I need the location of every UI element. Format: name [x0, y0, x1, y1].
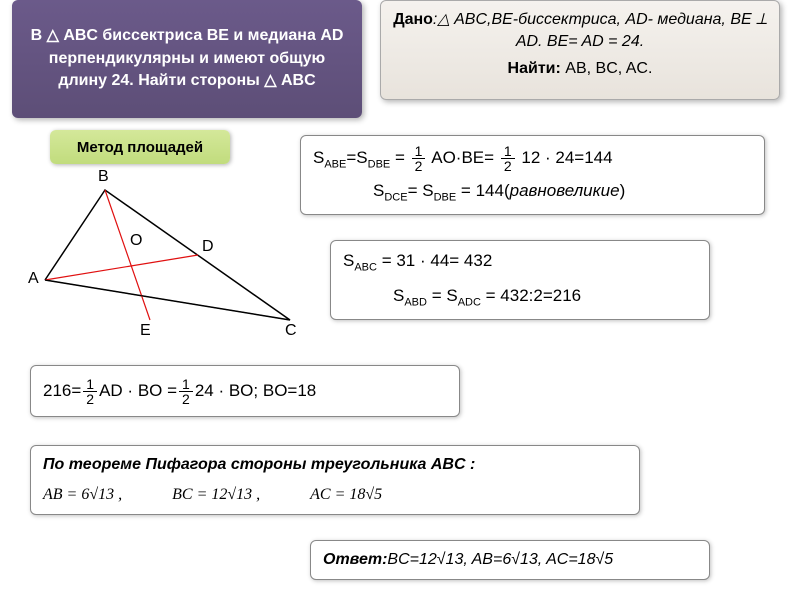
t: 2: [179, 392, 193, 406]
label-o: O: [130, 232, 142, 250]
t: S: [343, 251, 354, 270]
t: S: [313, 148, 324, 167]
t: = S: [427, 286, 458, 305]
t: 1: [412, 144, 426, 159]
fraction-half-3: 12: [83, 377, 97, 406]
t: DBE: [368, 158, 391, 170]
t: =: [390, 148, 405, 167]
method-box: Метод площадей: [50, 130, 230, 164]
given-line2: Найти: AB, BC, AC.: [393, 58, 767, 80]
t: DBE: [434, 191, 457, 203]
fraction-half-4: 12: [179, 377, 193, 406]
problem-text: В △ ABC биссектриса BE и медиана AD перп…: [24, 25, 350, 92]
given-text1: :△ ABC,BE-биссектриса, AD- медиана, BE ⟂…: [433, 11, 767, 50]
pythagoras-title: По теореме Пифагора стороны треугольника…: [43, 454, 627, 476]
bisector-be: [105, 190, 150, 320]
t: ABD: [404, 296, 427, 308]
t: = 31 · 44= 432: [377, 251, 492, 270]
given-label: Дано: [393, 11, 433, 28]
label-b: B: [98, 168, 109, 186]
t: = 432:2=216: [481, 286, 581, 305]
label-e: E: [140, 322, 151, 340]
calc-box-2: SABC = 31 · 44= 432 SABD = SADC = 432:2=…: [330, 240, 710, 320]
t: 1: [179, 377, 193, 392]
answer-box: Ответ: BC=12√13, AB=6√13, AC=18√5: [310, 540, 710, 580]
side-ac-ext: [45, 280, 290, 320]
median-ad: [45, 255, 198, 280]
answer-text: BC=12√13, AB=6√13, AC=18√5: [387, 549, 613, 571]
triangle-diagram: A B C D E O: [20, 170, 310, 350]
calc-box-4: По теореме Пифагора стороны треугольника…: [30, 445, 640, 515]
t: 2: [83, 392, 97, 406]
eq-ac: AC = 18√5: [310, 484, 382, 506]
t: AD · BO =: [99, 379, 177, 403]
label-c: C: [285, 322, 297, 340]
t: 1: [83, 377, 97, 392]
find-text: AB, BC, AC.: [561, 60, 653, 77]
calc1-line2: SDCE= SDBE = 144(равновеликие): [313, 179, 752, 206]
t: = S: [408, 181, 434, 200]
given-box: Дано:△ ABC,BE-биссектриса, AD- медиана, …: [380, 0, 780, 100]
t: ABE: [324, 158, 346, 170]
t: 12 · 24=144: [521, 148, 612, 167]
t: 216=: [43, 379, 81, 403]
label-d: D: [202, 238, 214, 256]
t: ): [620, 181, 626, 200]
answer-label: Ответ:: [323, 549, 387, 571]
t: AO·BE=: [431, 148, 494, 167]
t: ADC: [458, 296, 481, 308]
triangle-svg: [20, 170, 310, 350]
t: равновеликие: [510, 181, 620, 200]
calc-box-1: SABE=SDBE = 12 AO·BE= 12 12 · 24=144 SDC…: [300, 135, 765, 215]
problem-statement-box: В △ ABC биссектриса BE и медиана AD перп…: [12, 0, 362, 118]
fraction-half-2: 12: [501, 144, 515, 173]
t: DCE: [384, 191, 407, 203]
t: 24 · BO; BO=18: [195, 379, 316, 403]
label-a: A: [28, 270, 39, 288]
t: 2: [412, 159, 426, 173]
eq-ab: AB = 6√13 ,: [43, 484, 122, 506]
t: =S: [346, 148, 367, 167]
method-text: Метод площадей: [77, 137, 203, 158]
find-label: Найти:: [508, 60, 561, 77]
pythagoras-eqs: AB = 6√13 , BC = 12√13 , AC = 18√5: [43, 484, 627, 506]
fraction-half: 12: [412, 144, 426, 173]
t: 2: [501, 159, 515, 173]
given-line1: Дано:△ ABC,BE-биссектриса, AD- медиана, …: [393, 9, 767, 54]
calc-box-3: 216= 12 AD · BO = 12 24 · BO; BO=18: [30, 365, 460, 417]
t: 1: [501, 144, 515, 159]
t: S: [393, 286, 404, 305]
t: = 144(: [456, 181, 509, 200]
calc2-line2: SABD = SADC = 432:2=216: [343, 284, 697, 311]
eq-bc: BC = 12√13 ,: [172, 484, 260, 506]
t: S: [373, 181, 384, 200]
t: ABC: [354, 261, 377, 273]
calc2-line1: SABC = 31 · 44= 432: [343, 249, 697, 276]
calc1-line1: SABE=SDBE = 12 AO·BE= 12 12 · 24=144: [313, 144, 752, 173]
